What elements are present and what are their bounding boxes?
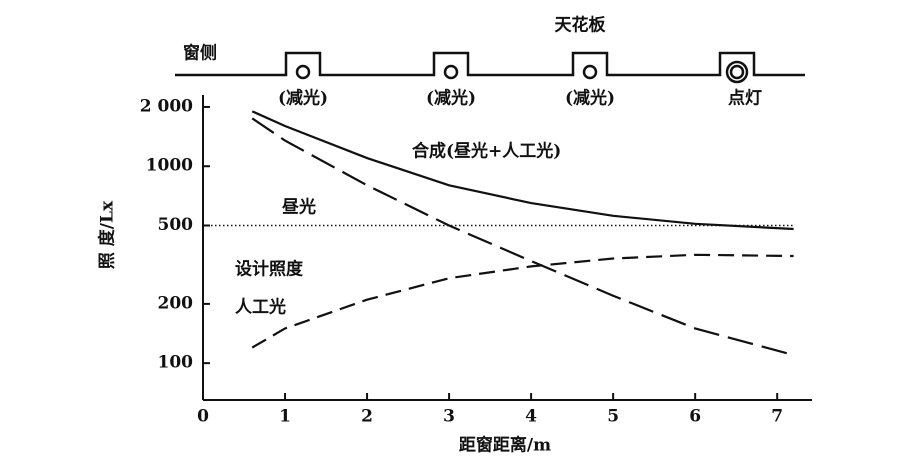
ceiling-label: 天花板 [555,15,607,36]
x-tick-label: 1 [279,407,291,427]
x-tick-label: 6 [689,407,701,427]
series-label: 人工光 [235,297,286,318]
lamp-label: (减光) [565,88,615,109]
lamp [582,64,598,80]
x-tick-label: 3 [443,407,455,427]
y-axis-label: 照 度/Lx [97,200,118,269]
lamp-label: (减光) [426,88,476,109]
series-label: 昼光 [282,197,316,218]
y-tick-label: 1000 [146,156,193,176]
y-tick-label: 2 000 [140,96,193,116]
x-tick-label: 0 [197,407,209,427]
x-tick-label: 7 [771,407,783,427]
x-tick-label: 4 [525,407,537,427]
series-label: 合成(昼光+人工光) [412,141,561,162]
lamp-label: 点灯 [728,88,762,109]
lamp [729,64,745,80]
lamp [295,64,311,80]
series-line [251,110,794,231]
lamp-label: (减光) [278,88,328,109]
x-tick-label: 2 [361,407,373,427]
window-side-label: 窗侧 [183,43,217,64]
x-axis-label: 距窗距离/m [459,435,551,456]
reference-label: 设计照度 [235,259,304,280]
y-tick-label: 100 [158,353,194,373]
series-line [251,253,794,349]
ceiling [175,51,805,77]
series-line [251,117,794,357]
lamp [443,64,459,80]
lamp-lit [725,60,749,84]
x-tick-label: 5 [607,407,619,427]
y-tick-label: 200 [158,293,194,313]
y-tick-label: 500 [158,215,194,235]
